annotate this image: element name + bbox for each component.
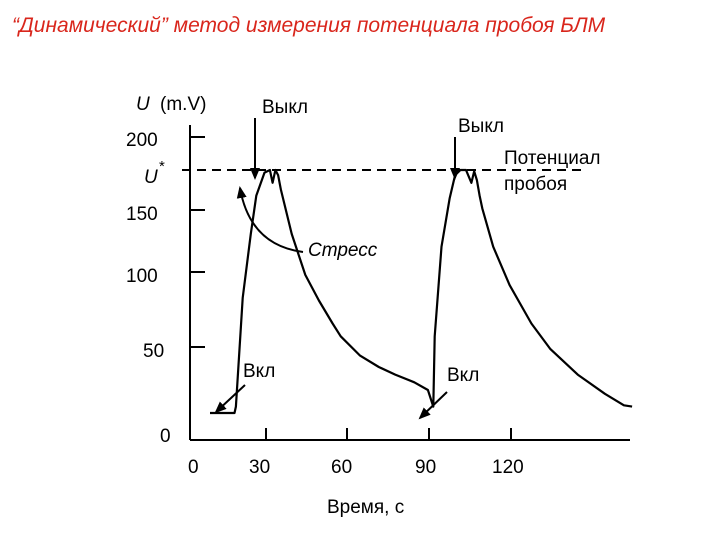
annotation-breakdown-2: пробоя — [504, 174, 567, 195]
threshold-label: U * — [144, 158, 165, 188]
x-axis-label: Время, с — [327, 497, 404, 518]
y-tick-label-0: 0 — [160, 426, 171, 447]
x-tick-label-90: 90 — [415, 457, 436, 478]
y-tick-label-50: 50 — [143, 341, 164, 362]
y-tick-label-150: 150 — [126, 204, 158, 225]
threshold-var: U — [144, 167, 158, 188]
y-axis-unit: (m.V) — [160, 94, 206, 115]
annotation-stress: Стресс — [308, 240, 378, 261]
y-axis-label: U (m.V) — [136, 94, 206, 115]
arrow-stress — [236, 186, 304, 253]
annotation-off-1: Выкл — [262, 97, 308, 118]
y-axis-var: U — [136, 94, 150, 115]
annotation-off-2: Выкл — [458, 116, 504, 137]
annotation-on-2: Вкл — [447, 365, 479, 386]
arrow-on-2 — [418, 391, 448, 420]
threshold-star: * — [159, 158, 165, 175]
x-tick-label-30: 30 — [249, 457, 270, 478]
slide-title: “Динамический” метод измерения потенциал… — [12, 14, 606, 37]
x-tick-label-120: 120 — [492, 457, 524, 478]
annotation-breakdown-1: Потенциал — [504, 148, 601, 169]
annotation-on-1: Вкл — [243, 361, 275, 382]
y-tick-label-200: 200 — [126, 130, 158, 151]
x-tick-label-60: 60 — [331, 457, 352, 478]
voltage-curve — [210, 168, 633, 415]
arrow-on-1 — [214, 384, 246, 414]
x-tick-label-0: 0 — [188, 457, 199, 478]
y-tick-label-100: 100 — [126, 266, 158, 287]
